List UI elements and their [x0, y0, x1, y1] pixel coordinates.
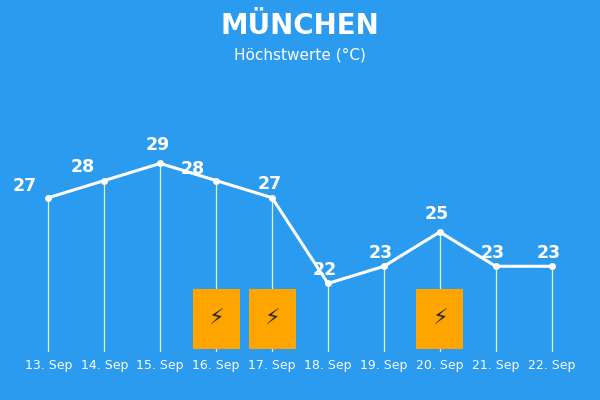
- Point: [547, 263, 556, 270]
- Text: MÜNCHEN: MÜNCHEN: [221, 12, 379, 40]
- Point: [491, 263, 500, 270]
- Point: [435, 229, 445, 235]
- Text: 28: 28: [181, 160, 205, 178]
- Point: [44, 194, 53, 201]
- Text: 25: 25: [425, 204, 449, 222]
- Bar: [248, 288, 296, 348]
- Text: 28: 28: [71, 158, 95, 176]
- Text: 27: 27: [257, 176, 281, 194]
- Bar: [416, 288, 463, 348]
- Point: [267, 194, 277, 201]
- Text: 23: 23: [369, 244, 393, 262]
- Point: [323, 280, 333, 287]
- Text: 22: 22: [313, 261, 337, 279]
- Bar: [193, 288, 239, 348]
- Text: 27: 27: [13, 177, 37, 195]
- Point: [100, 177, 109, 184]
- Point: [379, 263, 389, 270]
- Text: 23: 23: [481, 244, 505, 262]
- Text: ⚡: ⚡: [432, 308, 448, 328]
- Point: [211, 177, 221, 184]
- Text: Höchstwerte (°C): Höchstwerte (°C): [234, 48, 366, 63]
- Text: ⚡: ⚡: [264, 308, 280, 328]
- Text: 29: 29: [145, 136, 170, 154]
- Text: ⚡: ⚡: [208, 308, 224, 328]
- Point: [155, 160, 165, 167]
- Text: 23: 23: [537, 244, 561, 262]
